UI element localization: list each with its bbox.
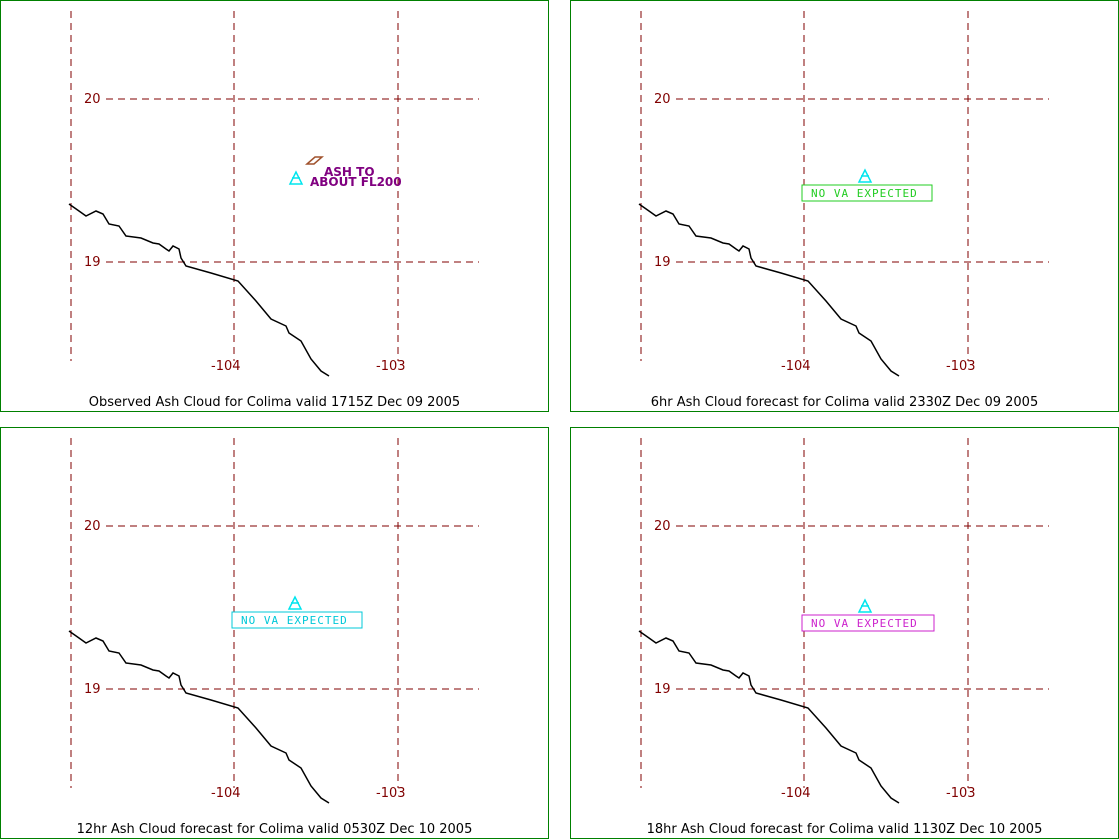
longitude-label: -104 — [781, 786, 811, 801]
map-canvas: 20 19 -104 -103 NO VA EXPECTED — [638, 438, 1049, 804]
latitude-label: 19 — [654, 682, 671, 697]
longitude-label: -103 — [946, 359, 976, 374]
panel-caption: 18hr Ash Cloud forecast for Colima valid… — [646, 822, 1043, 837]
ash-annotation: ASH TO — [324, 165, 375, 179]
map-panel-observed: 20 19 -104 -103 ASH TO ABOUT FL200 Observed A… — [0, 0, 549, 412]
latitude-label: 19 — [84, 255, 101, 270]
latitude-label: 20 — [84, 519, 101, 534]
no-va-label: NO VA EXPECTED — [811, 187, 918, 200]
ash-annotation: ABOUT FL200 — [310, 175, 402, 189]
no-va-label: NO VA EXPECTED — [241, 614, 348, 627]
coastline — [638, 203, 900, 377]
map-panel-6hr: 20 19 -104 -103 NO VA EXPECTED 6hr Ash Cloud… — [570, 0, 1119, 412]
coastline — [68, 630, 330, 804]
no-va-label: NO VA EXPECTED — [811, 617, 918, 630]
latitude-label: 20 — [654, 92, 671, 107]
panel-caption: 12hr Ash Cloud forecast for Colima valid… — [76, 822, 473, 837]
map-panel-18hr: 20 19 -104 -103 NO VA EXPECTED 18hr Ash Clou… — [570, 427, 1119, 839]
map-panel-12hr: 20 19 -104 -103 NO VA EXPECTED 12hr Ash Clou… — [0, 427, 549, 839]
longitude-label: -104 — [211, 786, 241, 801]
longitude-label: -103 — [376, 359, 406, 374]
ash-cloud-polygon — [305, 156, 324, 165]
longitude-label: -103 — [946, 786, 976, 801]
longitude-label: -104 — [211, 359, 241, 374]
panel-caption: 6hr Ash Cloud forecast for Colima valid … — [650, 395, 1039, 410]
no-va-box — [801, 614, 935, 632]
coastline — [638, 630, 900, 804]
map-canvas: 20 19 -104 -103 NO VA EXPECTED — [68, 438, 479, 804]
no-va-box — [231, 611, 363, 629]
coastline — [68, 203, 330, 377]
no-va-box — [801, 184, 933, 202]
longitude-label: -104 — [781, 359, 811, 374]
latitude-label: 19 — [654, 255, 671, 270]
panel-caption: Observed Ash Cloud for Colima valid 1715… — [88, 395, 461, 410]
longitude-label: -103 — [376, 786, 406, 801]
latitude-label: 20 — [654, 519, 671, 534]
latitude-label: 20 — [84, 92, 101, 107]
latitude-label: 19 — [84, 682, 101, 697]
map-canvas: 20 19 -104 -103 NO VA EXPECTED — [638, 11, 1049, 377]
